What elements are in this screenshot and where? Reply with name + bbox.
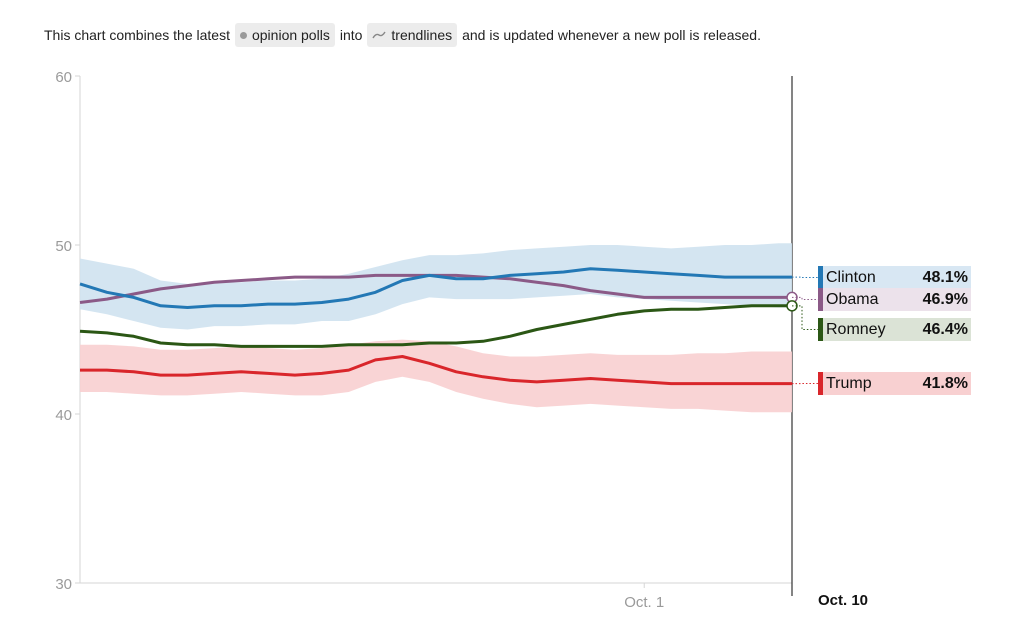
y-tick-label: 50 <box>55 238 72 255</box>
obama-color-swatch <box>818 288 823 311</box>
opinion-polls-toggle[interactable]: opinion polls <box>234 23 335 47</box>
chart-intro: This chart combines the latest opinion p… <box>44 20 761 50</box>
clinton-color-swatch <box>818 266 823 289</box>
romney-name: Romney <box>826 320 886 338</box>
trendlines-toggle[interactable]: trendlines <box>367 23 458 47</box>
legend-tag-clinton[interactable]: Clinton 48.1% <box>818 266 971 289</box>
y-tick-label: 30 <box>55 576 72 593</box>
trump-trendline <box>80 355 792 386</box>
x-tick-label: Oct. 1 <box>624 594 664 611</box>
trump-color-swatch <box>818 372 823 395</box>
romney-value: 46.4% <box>922 320 968 338</box>
legend-tag-romney[interactable]: Romney 46.4% <box>818 318 971 341</box>
obama-name: Obama <box>826 290 879 308</box>
legend-tag-trump[interactable]: Trump 41.8% <box>818 372 971 395</box>
clinton-trendline <box>79 267 792 309</box>
trump-value: 41.8% <box>922 374 968 392</box>
clinton-value: 48.1% <box>922 268 968 286</box>
current-date-label: Oct. 10 <box>818 592 869 609</box>
obama-label-connector <box>792 296 818 300</box>
romney-label-connector <box>792 305 818 330</box>
trendline-icon <box>372 31 387 39</box>
y-tick-label: 40 <box>55 407 72 424</box>
romney-color-swatch <box>818 318 823 341</box>
obama-value: 46.9% <box>922 290 968 308</box>
trump-name: Trump <box>826 374 872 392</box>
y-tick-label: 60 <box>55 69 72 86</box>
trendlines-label: trendlines <box>391 27 453 43</box>
legend-tag-obama[interactable]: Obama 46.9% <box>818 288 971 311</box>
romney-trendline <box>79 304 792 348</box>
poll-dot-icon <box>239 31 247 39</box>
obama-trendline <box>79 273 792 304</box>
trump-confidence-band <box>80 339 792 413</box>
intro-text-after: and is updated whenever a new poll is re… <box>462 27 761 43</box>
intro-text-before: This chart combines the latest <box>44 27 230 43</box>
clinton-name: Clinton <box>826 268 876 286</box>
opinion-polls-label: opinion polls <box>251 27 330 43</box>
clinton-confidence-band <box>80 243 792 330</box>
intro-text-middle: into <box>339 27 363 43</box>
